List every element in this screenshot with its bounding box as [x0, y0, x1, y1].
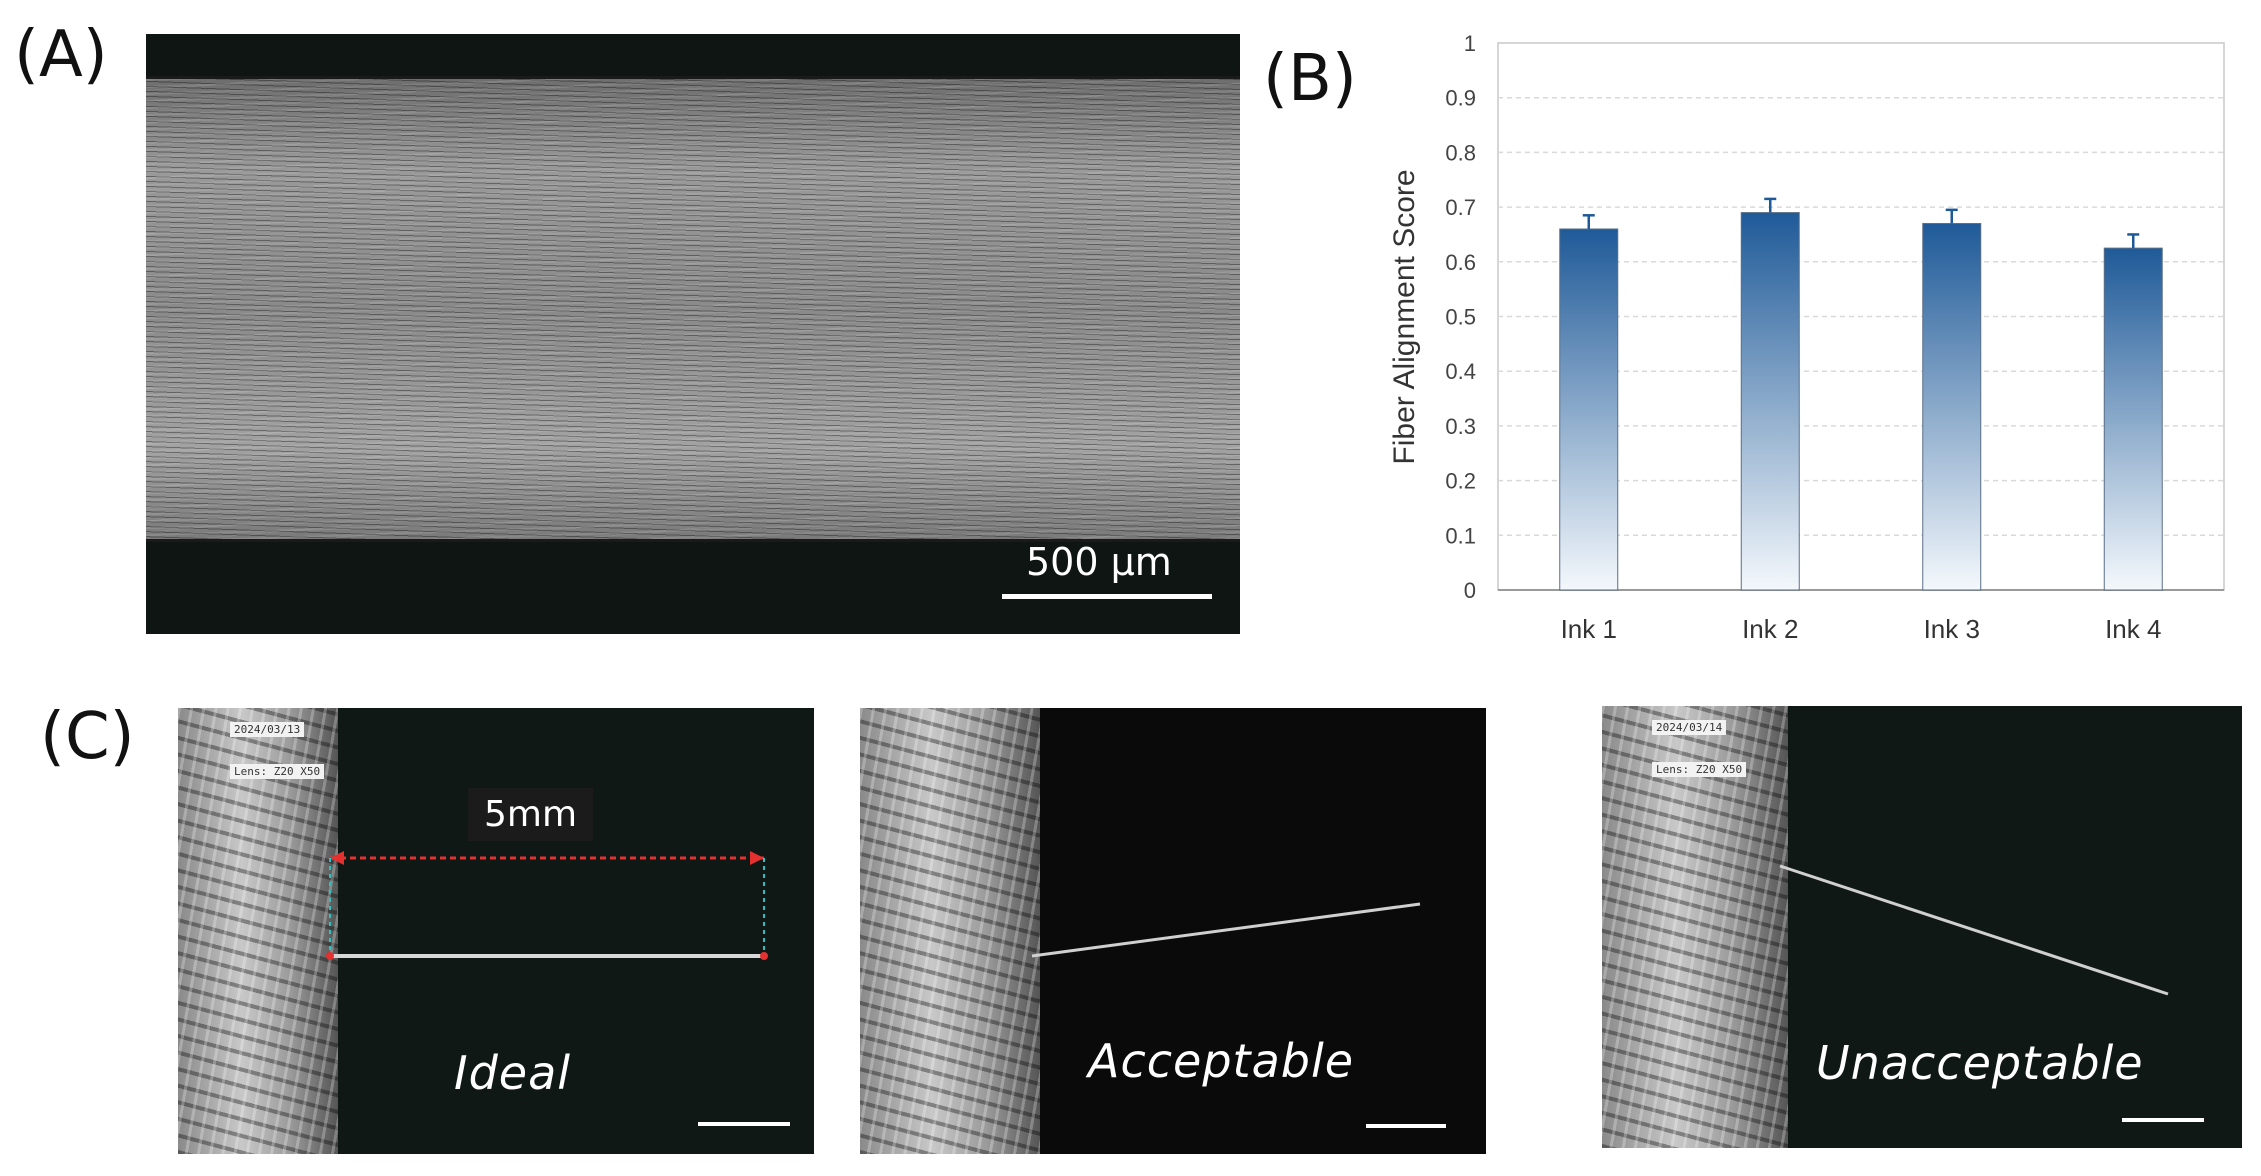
bar — [1740, 212, 1800, 591]
printed-edge — [178, 708, 338, 1154]
panel-label-a: (A) — [14, 18, 108, 92]
bar — [1559, 228, 1619, 591]
y-tick-label: 0.4 — [1445, 359, 1476, 384]
bar — [1922, 223, 1982, 591]
filament-overlay — [1779, 864, 2204, 1122]
fiber-mat-micrograph: 500 µm — [146, 34, 1240, 634]
extruded-filament — [1779, 864, 2169, 996]
y-axis-label: Fiber Alignment Score — [1388, 169, 1421, 464]
y-tick-label: 1 — [1464, 31, 1476, 56]
endpoint-left — [326, 952, 334, 960]
frame-ideal: 2024/03/13 Lens: Z20 X50 5mm Ideal — [178, 708, 814, 1154]
y-tick-label: 0.8 — [1445, 140, 1476, 165]
frame-label-unacceptable: Unacceptable — [1816, 1036, 2144, 1090]
y-tick-label: 0.2 — [1445, 469, 1476, 494]
y-tick-label: 0 — [1464, 578, 1476, 603]
y-tick-label: 0.5 — [1445, 305, 1476, 330]
lens-stamp: Lens: Z20 X50 — [230, 764, 325, 779]
lens-stamp: Lens: Z20 X50 — [1652, 762, 1747, 777]
bar — [2103, 247, 2163, 591]
panel-label-b: (B) — [1263, 42, 1357, 116]
x-tick-label: Ink 1 — [1561, 614, 1617, 644]
x-tick-label: Ink 4 — [2105, 614, 2161, 644]
aligned-fiber-mat — [146, 76, 1240, 542]
dimension-label: 5mm — [468, 788, 594, 841]
x-tick-label: Ink 2 — [1742, 614, 1798, 644]
y-tick-label: 0.3 — [1445, 414, 1476, 439]
y-tick-label: 0.9 — [1445, 86, 1476, 111]
y-tick-label: 0.1 — [1445, 523, 1476, 548]
x-tick-label: Ink 3 — [1924, 614, 1980, 644]
frame-acceptable: Acceptable — [860, 708, 1486, 1154]
y-tick-label: 0.7 — [1445, 195, 1476, 220]
date-stamp: 2024/03/13 — [230, 722, 305, 737]
arrow-head-left — [330, 851, 344, 865]
panel-label-c: (C) — [40, 700, 135, 774]
measurement-overlay — [326, 851, 790, 1126]
scale-bar — [1002, 594, 1212, 599]
scale-bar-label: 500 µm — [1026, 540, 1172, 584]
frame-label-ideal: Ideal — [454, 1046, 572, 1100]
printed-edge — [860, 708, 1040, 1154]
frame-unacceptable: 2024/03/14 Lens: Z20 X50 Unacceptable — [1602, 706, 2242, 1148]
fiber-alignment-chart: 0 0.1 0.2 0.3 0.4 0.5 0.6 0.7 0.8 0.9 1 Ink 1 Ink 2… — [1388, 31, 2225, 644]
frame-label-acceptable: Acceptable — [1088, 1034, 1355, 1088]
printed-edge — [1602, 706, 1788, 1148]
y-tick-label: 0.6 — [1445, 250, 1476, 275]
endpoint-right — [760, 952, 768, 960]
arrow-head-right — [750, 851, 764, 865]
date-stamp: 2024/03/14 — [1652, 720, 1727, 735]
extruded-filament — [1031, 902, 1421, 958]
filament-overlay — [1031, 902, 1446, 1128]
